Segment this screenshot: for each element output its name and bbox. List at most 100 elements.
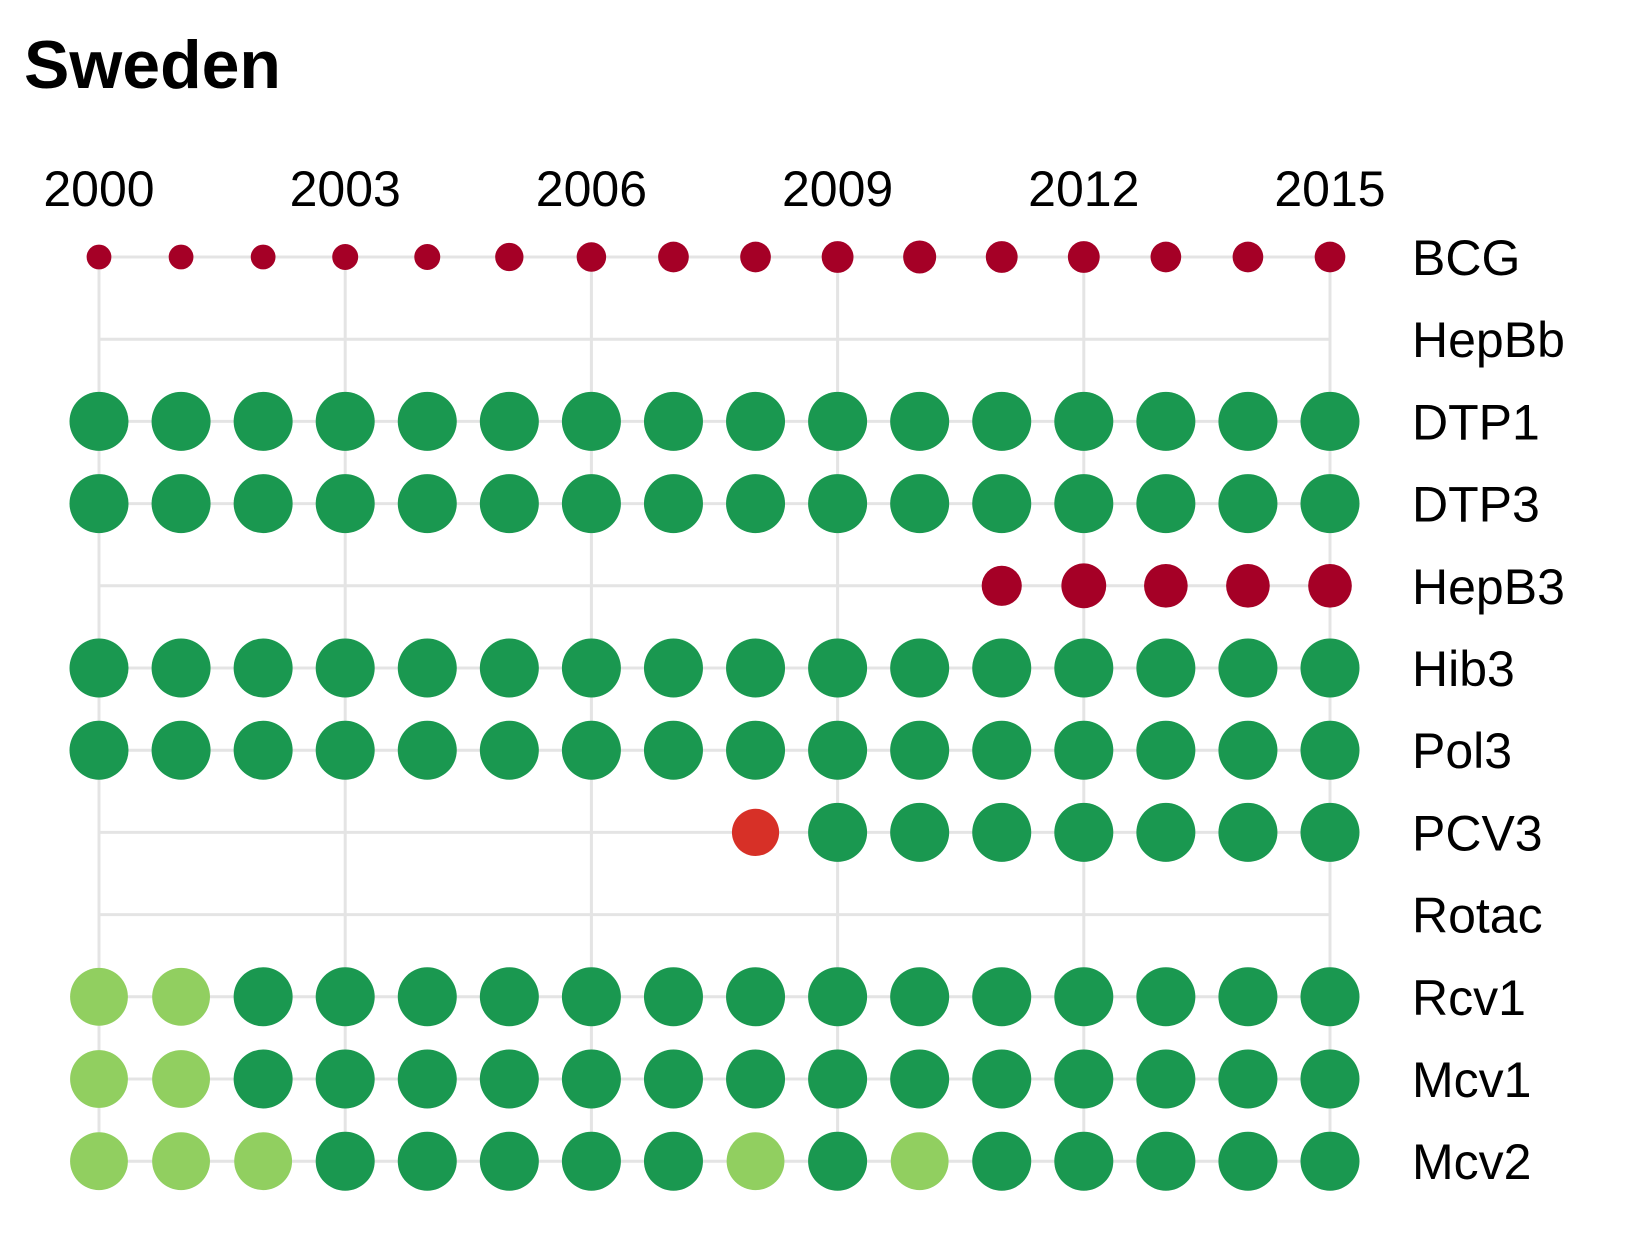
point-rcv1-2011 bbox=[972, 967, 1032, 1027]
point-rcv1-2002 bbox=[233, 967, 293, 1027]
point-dtp3-2008 bbox=[726, 474, 786, 534]
point-hib3-2000 bbox=[69, 638, 129, 698]
point-dtp3-2006 bbox=[561, 474, 621, 534]
point-bcg-2015 bbox=[1314, 241, 1346, 273]
point-bcg-2004 bbox=[414, 244, 441, 270]
point-bcg-2000 bbox=[86, 244, 112, 270]
point-hepb3-2014 bbox=[1226, 563, 1270, 608]
point-pol3-2014 bbox=[1218, 720, 1278, 780]
point-hib3-2003 bbox=[315, 638, 375, 698]
point-hepb3-2012 bbox=[1061, 563, 1107, 609]
point-rcv1-2004 bbox=[397, 967, 457, 1027]
point-bcg-2013 bbox=[1150, 241, 1182, 273]
point-bcg-2010 bbox=[903, 240, 937, 274]
point-bcg-2007 bbox=[658, 241, 689, 273]
x-tick-2009: 2009 bbox=[782, 161, 893, 217]
point-bcg-2009 bbox=[821, 241, 854, 273]
point-pol3-2010 bbox=[890, 720, 950, 780]
point-mcv2-2000 bbox=[70, 1132, 128, 1191]
point-mcv2-2005 bbox=[479, 1131, 539, 1191]
point-hib3-2006 bbox=[561, 638, 621, 698]
point-mcv1-2012 bbox=[1054, 1049, 1114, 1109]
point-rcv1-2005 bbox=[479, 967, 539, 1027]
x-tick-labels: 2000 2003 2006 2009 2012 2015 bbox=[43, 161, 1385, 217]
point-rcv1-2014 bbox=[1218, 967, 1278, 1027]
point-dtp3-2011 bbox=[972, 474, 1032, 534]
point-mcv1-2001 bbox=[152, 1050, 210, 1108]
point-mcv2-2010 bbox=[890, 1132, 949, 1191]
point-pcv3-2013 bbox=[1136, 802, 1196, 862]
point-mcv2-2011 bbox=[972, 1131, 1032, 1191]
row-label-hepb3: HepB3 bbox=[1412, 559, 1565, 615]
point-bcg-2006 bbox=[576, 242, 607, 272]
point-bcg-2008 bbox=[740, 241, 771, 273]
point-rcv1-2003 bbox=[315, 967, 375, 1027]
point-pcv3-2012 bbox=[1054, 802, 1114, 862]
point-dtp3-2015 bbox=[1300, 474, 1360, 534]
point-dtp1-2010 bbox=[890, 391, 950, 451]
point-hib3-2002 bbox=[233, 638, 293, 698]
point-dtp3-2003 bbox=[315, 474, 375, 534]
point-mcv2-2004 bbox=[397, 1131, 457, 1191]
point-pol3-2006 bbox=[561, 720, 621, 780]
point-dtp3-2001 bbox=[151, 474, 211, 534]
point-rcv1-2013 bbox=[1136, 967, 1196, 1027]
point-dtp3-2010 bbox=[890, 474, 950, 534]
point-pol3-2013 bbox=[1136, 720, 1196, 780]
point-bcg-2002 bbox=[250, 244, 276, 270]
point-dtp1-2008 bbox=[726, 391, 786, 451]
grid-lines bbox=[97, 255, 1332, 1163]
x-tick-2012: 2012 bbox=[1028, 161, 1139, 217]
point-hib3-2015 bbox=[1300, 638, 1360, 698]
point-mcv1-2014 bbox=[1218, 1049, 1278, 1109]
point-bcg-2001 bbox=[168, 244, 194, 270]
point-hib3-2011 bbox=[972, 638, 1032, 698]
point-mcv1-2010 bbox=[890, 1049, 950, 1109]
point-dtp1-2005 bbox=[479, 391, 539, 451]
point-dtp1-2002 bbox=[233, 391, 293, 451]
point-mcv1-2011 bbox=[972, 1049, 1032, 1109]
point-mcv1-2003 bbox=[315, 1049, 375, 1109]
x-tick-2015: 2015 bbox=[1274, 161, 1385, 217]
point-mcv2-2009 bbox=[808, 1131, 868, 1191]
point-pcv3-2008 bbox=[731, 808, 780, 857]
point-pcv3-2010 bbox=[890, 802, 950, 862]
point-rcv1-2009 bbox=[808, 967, 868, 1027]
point-hib3-2001 bbox=[151, 638, 211, 698]
point-dtp3-2002 bbox=[233, 474, 293, 534]
point-hib3-2012 bbox=[1054, 638, 1114, 698]
point-mcv2-2001 bbox=[152, 1132, 210, 1191]
point-dtp3-2014 bbox=[1218, 474, 1278, 534]
point-hepb3-2013 bbox=[1144, 563, 1188, 608]
point-dtp1-2014 bbox=[1218, 391, 1278, 451]
point-pcv3-2015 bbox=[1300, 802, 1360, 862]
point-dtp3-2007 bbox=[643, 474, 703, 534]
point-pol3-2007 bbox=[643, 720, 703, 780]
row-label-bcg: BCG bbox=[1412, 230, 1520, 286]
row-label-pcv3: PCV3 bbox=[1412, 805, 1543, 861]
point-rcv1-2008 bbox=[726, 967, 786, 1027]
x-tick-2003: 2003 bbox=[290, 161, 401, 217]
point-mcv2-2008 bbox=[726, 1132, 785, 1191]
point-bcg-2005 bbox=[495, 242, 524, 272]
point-dtp1-2015 bbox=[1300, 391, 1360, 451]
row-label-mcv2: Mcv2 bbox=[1412, 1134, 1531, 1190]
point-dtp1-2013 bbox=[1136, 391, 1196, 451]
point-mcv1-2007 bbox=[643, 1049, 703, 1109]
point-mcv1-2002 bbox=[233, 1049, 293, 1109]
point-mcv1-2000 bbox=[70, 1050, 128, 1108]
point-mcv2-2003 bbox=[315, 1131, 375, 1191]
point-dtp3-2013 bbox=[1136, 474, 1196, 534]
point-rcv1-2000 bbox=[70, 967, 128, 1026]
point-dtp3-2012 bbox=[1054, 474, 1114, 534]
point-hib3-2013 bbox=[1136, 638, 1196, 698]
point-hib3-2010 bbox=[890, 638, 950, 698]
x-tick-2000: 2000 bbox=[43, 161, 154, 217]
point-dtp1-2012 bbox=[1054, 391, 1114, 451]
point-rcv1-2010 bbox=[890, 967, 950, 1027]
point-rcv1-2012 bbox=[1054, 967, 1114, 1027]
point-dtp1-2009 bbox=[808, 391, 868, 451]
point-mcv2-2013 bbox=[1136, 1131, 1196, 1191]
point-bcg-2014 bbox=[1232, 241, 1264, 273]
